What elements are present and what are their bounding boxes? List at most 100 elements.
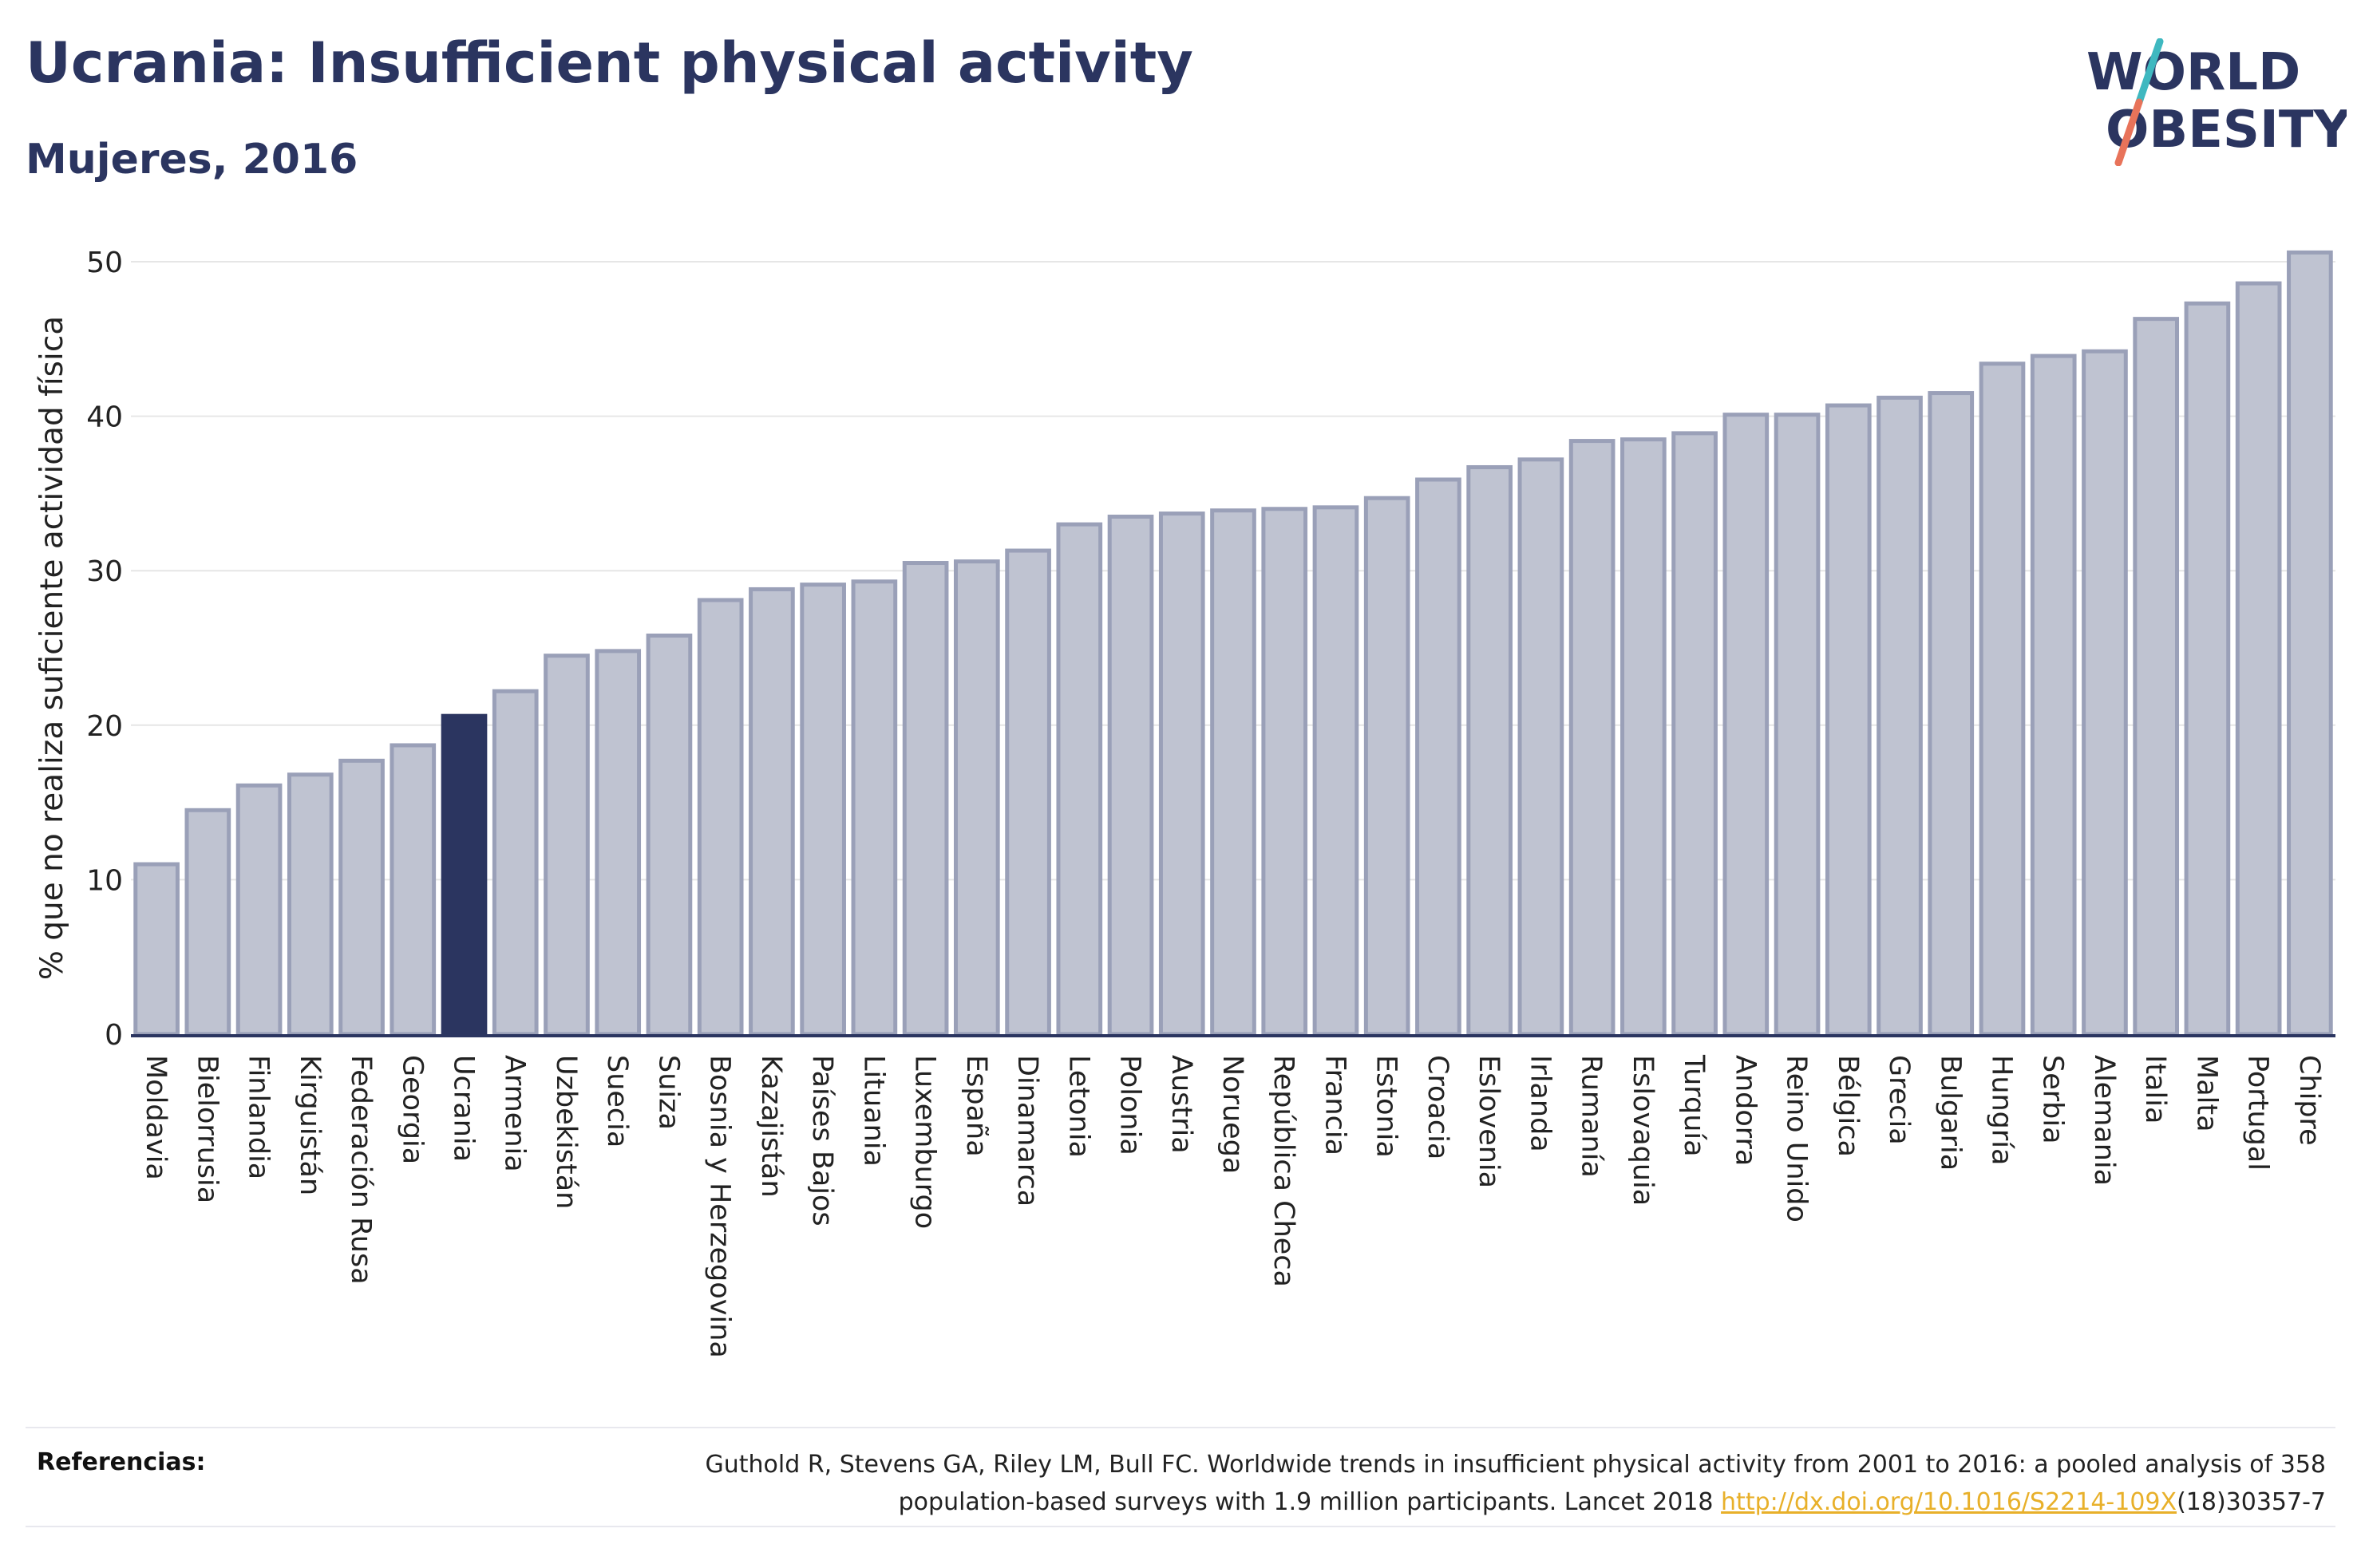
y-tick-label: 30	[86, 555, 123, 588]
x-tick-label: Francia	[1319, 1055, 1351, 1155]
bar[interactable]	[133, 862, 180, 1037]
y-tick-label: 10	[86, 864, 123, 897]
bar[interactable]	[646, 634, 693, 1037]
bar[interactable]	[544, 654, 590, 1037]
x-tick-label: Luxemburgo	[909, 1055, 941, 1229]
bar[interactable]	[2184, 301, 2231, 1037]
x-tick-label: Bielorrusia	[191, 1055, 223, 1203]
bar[interactable]	[902, 561, 949, 1037]
bar[interactable]	[1261, 507, 1308, 1037]
bar[interactable]	[2235, 281, 2282, 1037]
bar[interactable]	[1928, 391, 1975, 1037]
x-tick-label: Uzbekistán	[550, 1055, 582, 1209]
bar[interactable]	[1620, 437, 1667, 1037]
x-tick-label: Federación Rusa	[345, 1055, 377, 1285]
logo-line-2: OBESITY	[2106, 101, 2347, 160]
bar[interactable]	[1517, 457, 1564, 1037]
x-tick-label: Rumanía	[1576, 1055, 1608, 1178]
x-tick-label: Serbia	[2037, 1055, 2069, 1144]
bar[interactable]	[1056, 522, 1103, 1037]
bar[interactable]	[1979, 361, 2026, 1037]
bar[interactable]	[749, 587, 795, 1037]
references-text: Guthold R, Stevens GA, Riley LM, Bull FC…	[490, 1446, 2326, 1521]
x-tick-label: Andorra	[1729, 1055, 1761, 1166]
bar[interactable]	[1774, 413, 1821, 1037]
y-tick-label: 40	[86, 401, 123, 434]
x-tick-label: Portugal	[2242, 1055, 2274, 1171]
bar[interactable]	[595, 649, 642, 1037]
bar[interactable]	[1158, 511, 1205, 1037]
x-tick-label: Grecia	[1883, 1055, 1915, 1145]
world-obesity-logo: WORLD OBESITY	[2083, 38, 2351, 167]
x-tick-label: Armenia	[499, 1055, 531, 1172]
bar[interactable]	[1363, 496, 1410, 1037]
bar[interactable]	[492, 689, 539, 1037]
logo-slash-teal	[2135, 38, 2164, 106]
chart-title: Ucrania: Insufficient physical activity	[26, 30, 1193, 96]
x-tick-label: España	[960, 1055, 992, 1157]
x-tick-label: Malta	[2190, 1055, 2222, 1132]
bar[interactable]	[1722, 413, 1770, 1037]
x-tick-label: Eslovenia	[1473, 1055, 1505, 1188]
x-tick-label: Estonia	[1370, 1055, 1402, 1158]
logo-slash-coral	[2114, 98, 2143, 167]
x-tick-label: Austria	[1165, 1055, 1197, 1154]
x-tick-label: Kazajistán	[755, 1055, 787, 1198]
x-tick-label: Lituania	[857, 1055, 889, 1167]
bar[interactable]	[184, 808, 231, 1037]
x-tick-label: Alemania	[2088, 1055, 2120, 1186]
references-label: Referencias:	[37, 1448, 206, 1476]
x-tick-label: Suiza	[652, 1055, 684, 1130]
bar[interactable]	[338, 758, 385, 1037]
reference-doi-link[interactable]: http://dx.doi.org/10.1016/S2214-109X	[1721, 1488, 2177, 1516]
logo-line-1: WORLD	[2086, 43, 2300, 102]
x-tick-label: República Checa	[1268, 1055, 1299, 1287]
x-tick-label: Finlandia	[243, 1055, 275, 1179]
x-tick-label: Turquía	[1678, 1054, 1710, 1157]
bar[interactable]	[1877, 395, 1923, 1037]
x-tick-label: Chipre	[2293, 1055, 2325, 1146]
bar[interactable]	[2030, 353, 2077, 1037]
bar[interactable]	[235, 783, 283, 1037]
bar[interactable]	[1312, 505, 1359, 1037]
bar[interactable]	[1568, 439, 1616, 1037]
x-tick-label: Letonia	[1062, 1055, 1094, 1158]
x-tick-label: Kirguistán	[294, 1055, 326, 1195]
bar[interactable]	[1825, 403, 1872, 1037]
x-tick-label: Hungría	[1985, 1055, 2017, 1165]
y-tick-label: 50	[86, 247, 123, 279]
bar[interactable]	[1005, 548, 1051, 1037]
bar[interactable]	[287, 772, 334, 1037]
bar[interactable]	[1466, 464, 1513, 1037]
bar[interactable]	[2287, 250, 2333, 1037]
bar[interactable]	[800, 583, 846, 1037]
bar[interactable]	[390, 743, 437, 1037]
x-tick-label: Países Bajos	[806, 1055, 838, 1226]
x-tick-label: Italia	[2139, 1055, 2171, 1124]
x-tick-label: Eslovaquia	[1627, 1055, 1659, 1206]
chart-subtitle: Mujeres, 2016	[26, 136, 358, 184]
bar[interactable]	[697, 598, 744, 1037]
x-tick-label: Reino Unido	[1781, 1055, 1813, 1222]
bar[interactable]	[1671, 431, 1718, 1037]
x-tick-label: Dinamarca	[1011, 1055, 1043, 1207]
bar[interactable]	[2133, 317, 2180, 1037]
x-tick-label: Bulgaria	[1934, 1055, 1966, 1171]
x-tick-label: Croacia	[1422, 1055, 1453, 1159]
world-obesity-logo-graphic: WORLD OBESITY	[2086, 38, 2351, 167]
bar[interactable]	[2082, 349, 2128, 1037]
reference-line-2-prefix: population-based surveys with 1.9 millio…	[898, 1488, 1722, 1516]
reference-line-1: Guthold R, Stevens GA, Riley LM, Bull FC…	[705, 1451, 2326, 1479]
bar[interactable]	[1415, 477, 1461, 1037]
x-tick-label: Suecia	[601, 1055, 633, 1147]
x-tick-label: Ucrania	[448, 1055, 480, 1162]
bar[interactable]	[1210, 508, 1256, 1037]
x-tick-label: Bosnia y Herzegovina	[704, 1055, 736, 1358]
x-tick-label: Moldavia	[140, 1055, 172, 1180]
bar[interactable]	[441, 713, 488, 1037]
bar[interactable]	[851, 579, 898, 1037]
y-tick-label: 20	[86, 710, 123, 743]
bar[interactable]	[1107, 514, 1154, 1037]
bar[interactable]	[954, 559, 1000, 1037]
